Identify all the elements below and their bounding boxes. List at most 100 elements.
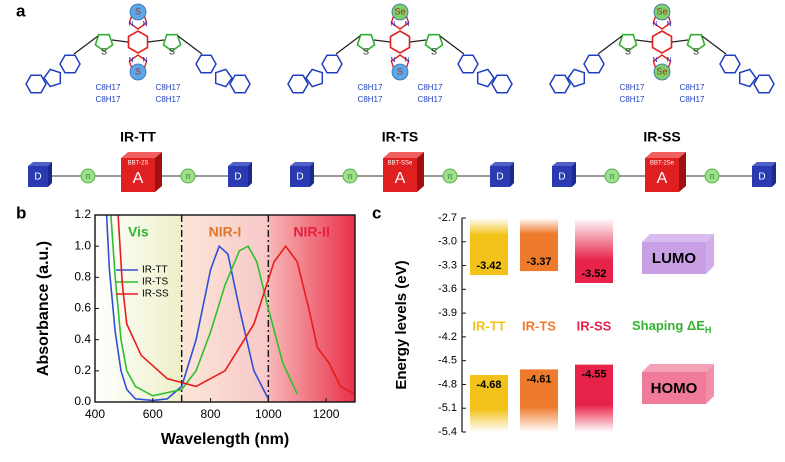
chain-label: C8H17 (156, 95, 181, 104)
absorbance-line (105, 214, 270, 402)
energy-bar (470, 218, 508, 276)
nitrogen-label: N (142, 57, 147, 64)
acceptor (645, 158, 679, 192)
thiophene (424, 33, 444, 52)
thiophene-atom: S (363, 46, 369, 56)
fluorene-ring (457, 54, 479, 74)
energy-bar (520, 218, 558, 272)
nitrogen-label: N (652, 57, 657, 64)
bridge (604, 168, 620, 184)
y-tick-label: -4.5 (438, 355, 457, 367)
bridge (442, 168, 458, 184)
annotation-subscript: H (705, 325, 712, 335)
fluorene-ring (321, 54, 343, 74)
core-ring (651, 30, 673, 54)
thiophene (162, 33, 182, 52)
fluorene-ring (491, 74, 513, 94)
bridge-label: π (447, 172, 453, 181)
acceptor (121, 158, 155, 192)
bond (147, 39, 165, 43)
atom-highlight (391, 63, 409, 81)
x-tick-label: 1000 (255, 407, 282, 421)
y-tick-label: 1.0 (74, 238, 91, 252)
legend-label: IR-SS (142, 289, 169, 300)
thiophene (356, 33, 376, 52)
donor-top (290, 162, 314, 166)
level-box-top (642, 234, 714, 242)
bond (409, 39, 427, 43)
donor-side (248, 162, 252, 187)
donor-top (752, 162, 776, 166)
y-tick-label: -3.0 (438, 236, 457, 248)
thiophene-atom: S (693, 46, 699, 56)
donor (290, 166, 310, 187)
bridge (180, 168, 196, 184)
energy-value: -3.42 (476, 260, 501, 272)
acceptor-tag: BBT-2Se (650, 161, 675, 167)
chain-label: C8H17 (156, 83, 181, 92)
panel-label: b (16, 203, 26, 222)
chain-label: C8H17 (418, 83, 443, 92)
atom-label: Se (394, 6, 405, 16)
y-tick-label: -3.6 (438, 283, 457, 295)
region-label: Vis (128, 224, 149, 240)
energy-value: -4.55 (581, 369, 606, 381)
acceptor-top (383, 152, 424, 158)
y-tick-label: 1.2 (74, 207, 91, 221)
fluorene-ring (753, 74, 775, 94)
fluorene-ring (43, 68, 62, 88)
thiophene-atom: S (431, 46, 437, 56)
nitrogen-label: N (666, 21, 671, 28)
nitrogen-label: N (128, 57, 133, 64)
donor-side (310, 162, 314, 187)
chain-label: C8H17 (358, 95, 383, 104)
thiophene-atom: S (169, 46, 175, 56)
atom-label: Se (656, 66, 667, 76)
molecule-name: IR-SS (643, 129, 680, 145)
bridge-label: π (185, 172, 191, 181)
bond (597, 35, 623, 55)
atom-highlight (129, 3, 147, 21)
bridge-label: π (609, 172, 615, 181)
bond (671, 39, 689, 43)
y-tick-label: 0.8 (74, 270, 91, 284)
energy-value: -4.61 (526, 373, 551, 385)
nitrogen-label: N (390, 57, 395, 64)
bond (111, 39, 129, 43)
y-tick-label: -3.9 (438, 307, 457, 319)
fluorene-ring (476, 68, 495, 88)
fluorene-ring (287, 74, 309, 94)
molecule: Se N N Se N N S C8H17 C8H17 S C8H17 C8H17 IR-SS D π Dπ B… (549, 3, 776, 192)
acceptor-label: A (133, 170, 144, 187)
category-label: IR-SS (577, 318, 612, 333)
chain-label: C8H17 (96, 83, 121, 92)
level-box (642, 372, 706, 404)
donor-side (510, 162, 514, 187)
region-background (268, 215, 355, 402)
region-label: NIR-I (209, 224, 242, 240)
y-tick-label: -3.3 (438, 259, 457, 271)
region-background (95, 215, 182, 402)
acceptor-label: A (657, 170, 668, 187)
acceptor-top (121, 152, 162, 158)
donor-label: D (496, 172, 503, 183)
energy-value: -3.37 (526, 256, 551, 268)
energy-value: -4.68 (476, 379, 501, 391)
chain-label: C8H17 (96, 95, 121, 104)
chain-label: C8H17 (418, 95, 443, 104)
atom-highlight (129, 63, 147, 81)
y-tick-label: 0.4 (74, 332, 91, 346)
level-label: HOMO (651, 380, 698, 397)
atom-label: S (135, 6, 141, 16)
acceptor-tag: BBT-2S (128, 161, 149, 167)
bond (439, 35, 465, 55)
bridge-label: π (709, 172, 715, 181)
bond (635, 39, 653, 43)
x-tick-label: 800 (201, 407, 221, 421)
chain-label: C8H17 (620, 83, 645, 92)
annotation-text: Shaping ΔE (632, 318, 705, 333)
nitrogen-label: N (128, 21, 133, 28)
level-label: LUMO (652, 250, 696, 267)
donor (28, 166, 48, 187)
bond (335, 35, 361, 55)
